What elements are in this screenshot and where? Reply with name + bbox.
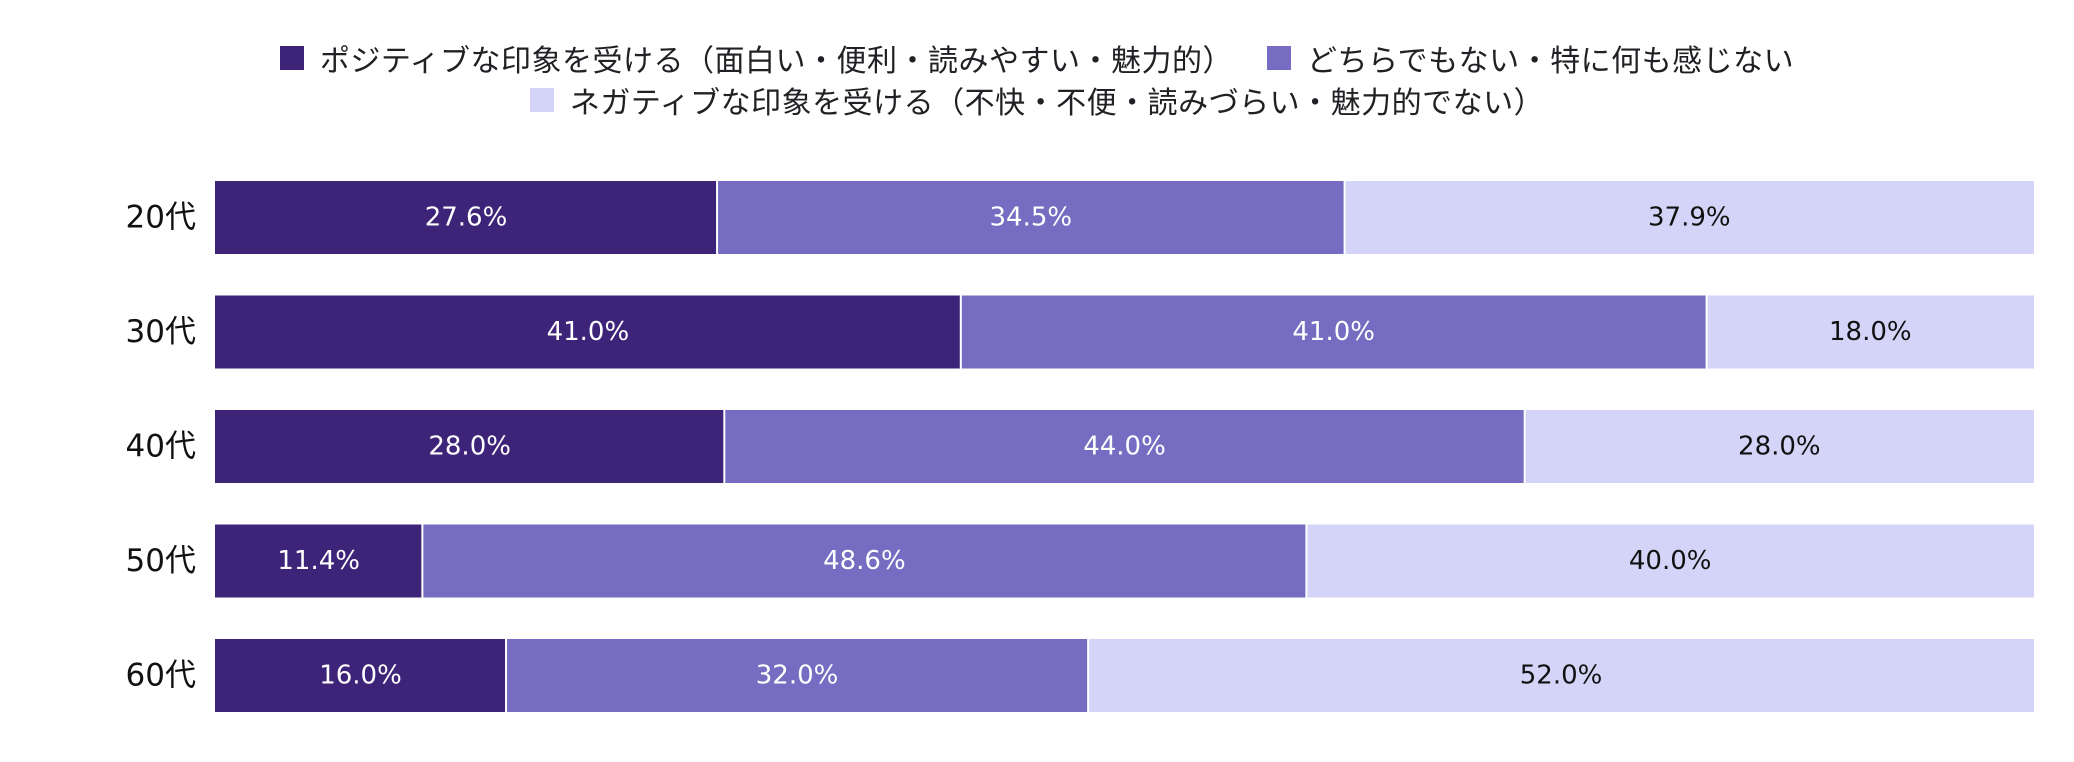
bar-segment — [1706, 295, 2034, 369]
category-label: 40代 — [126, 429, 196, 465]
data-label: 37.9% — [1648, 203, 1731, 233]
legend-row-2: ネガティブな印象を受ける（不快・不便・読みづらい・魅力的でない） — [0, 78, 2074, 122]
legend-label-negative: ネガティブな印象を受ける（不快・不便・読みづらい・魅力的でない） — [569, 86, 1545, 121]
bar-group-cat-2: 40代 28.0% 44.0% 28.0% — [126, 410, 2034, 483]
segment-divider — [723, 410, 726, 483]
legend-swatch-positive — [279, 46, 304, 70]
data-label: 52.0% — [1520, 661, 1603, 691]
data-label: 34.5% — [990, 203, 1073, 233]
bar-segment — [215, 524, 423, 598]
category-label: 30代 — [126, 314, 196, 350]
bar-group-cat-3: 50代 11.4% 48.6% 40.0% — [126, 524, 2034, 598]
bar-segment — [1088, 639, 2034, 712]
data-label: 32.0% — [756, 661, 839, 691]
legend-item-positive: ポジティブな印象を受ける（面白い・便利・読みやすい・魅力的） — [279, 36, 1234, 80]
segment-divider — [505, 639, 508, 712]
legend-label-positive: ポジティブな印象を受ける（面白い・便利・読みやすい・魅力的） — [319, 44, 1234, 79]
data-label: 41.0% — [1292, 317, 1375, 347]
bar-segment — [724, 410, 1525, 483]
bars-layer: 20代 27.6% 34.5% 37.9% 30代 41.0% 41.0% 18.0% 40代 2… — [126, 181, 2034, 712]
bar-segment — [717, 181, 1345, 254]
bar-segment — [422, 524, 1307, 598]
data-label: 48.6% — [823, 546, 906, 576]
segment-divider — [1705, 295, 1708, 369]
category-label: 20代 — [126, 200, 196, 236]
data-label: 11.4% — [277, 546, 360, 576]
bar-segment — [960, 295, 1707, 369]
bar-segment — [1306, 524, 2034, 598]
segment-divider — [959, 295, 962, 369]
data-label: 28.0% — [428, 432, 511, 462]
legend-item-negative: ネガティブな印象を受ける（不快・不便・読みづらい・魅力的でない） — [529, 78, 1545, 122]
bar-group-cat-1: 30代 41.0% 41.0% 18.0% — [126, 295, 2034, 369]
segment-divider — [1305, 524, 1308, 598]
legend-swatch-neutral — [1267, 46, 1292, 70]
data-label: 41.0% — [547, 317, 630, 347]
legend-item-neutral: どちらでもない・特に何も感じない — [1267, 36, 1794, 80]
bar-segment — [1524, 410, 2034, 483]
bar-group-cat-4: 60代 16.0% 32.0% 52.0% — [126, 639, 2034, 712]
bar-segment — [215, 181, 718, 254]
bar-segment — [215, 295, 961, 369]
bar-segment — [215, 410, 725, 483]
segment-divider — [1343, 181, 1346, 254]
data-label: 40.0% — [1629, 546, 1712, 576]
data-label: 28.0% — [1738, 432, 1821, 462]
segment-divider — [716, 181, 719, 254]
segment-divider — [1087, 639, 1090, 712]
segment-divider — [1523, 410, 1526, 483]
data-label: 18.0% — [1829, 317, 1912, 347]
legend-label-neutral: どちらでもない・特に何も感じない — [1307, 44, 1795, 79]
bar-group-cat-0: 20代 27.6% 34.5% 37.9% — [126, 181, 2034, 254]
data-label: 27.6% — [425, 203, 508, 233]
legend-row-1: ポジティブな印象を受ける（面白い・便利・読みやすい・魅力的） どちらでもない・特… — [0, 36, 2074, 80]
data-label: 16.0% — [319, 661, 402, 691]
bar-segment — [1344, 181, 2034, 254]
segment-divider — [421, 524, 424, 598]
bar-segment — [506, 639, 1089, 712]
bar-segment — [215, 639, 507, 712]
category-label: 60代 — [126, 658, 196, 694]
category-label: 50代 — [126, 543, 196, 579]
legend-swatch-negative — [529, 88, 554, 112]
data-label: 44.0% — [1083, 432, 1166, 462]
